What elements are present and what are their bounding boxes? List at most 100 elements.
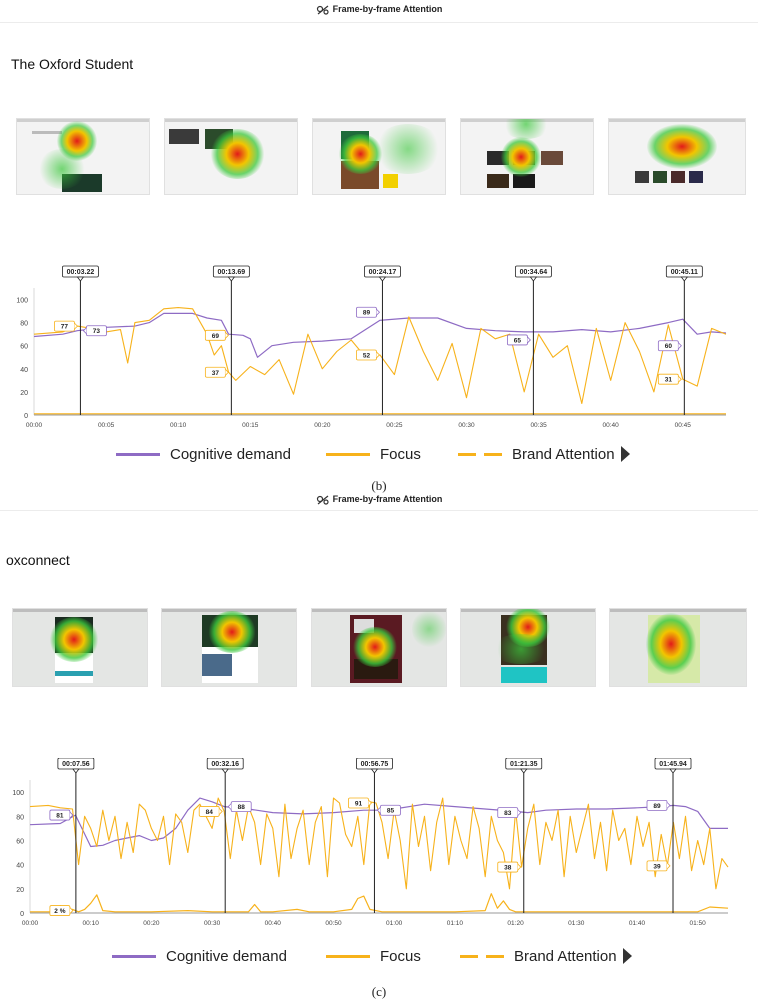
legend-label: Brand Attention	[514, 947, 617, 965]
value-callout-box	[54, 320, 75, 332]
value-callout-label: 89	[653, 803, 661, 810]
attention-icon	[316, 5, 330, 15]
value-callout-pointer	[376, 806, 381, 814]
thumbnail-frame-4[interactable]	[460, 118, 594, 195]
value-callout-label: 60	[665, 343, 673, 350]
cognitive-swatch	[112, 954, 156, 958]
frame-marker-label: 00:07.56	[62, 761, 90, 768]
thumbnail-frame-3[interactable]	[311, 608, 447, 687]
thumbnail-frame-5[interactable]	[608, 118, 746, 195]
value-callout-label: 37	[212, 370, 220, 377]
frame-marker-pointer	[221, 768, 229, 774]
value-callout-pointer	[376, 308, 381, 316]
value-callout-pointer	[225, 332, 229, 339]
thumbnail-frame-2[interactable]	[161, 608, 297, 687]
value-callout-pointer	[82, 327, 87, 335]
value-callout-label: 85	[387, 808, 395, 815]
thumbnail-frame-5[interactable]	[609, 608, 747, 687]
legend-cognitive-demand[interactable]: Cognitive demand	[116, 443, 291, 465]
thumbnail-frame-3[interactable]	[312, 118, 446, 195]
x-tick-label: 01:20	[507, 920, 524, 927]
site-name: The Oxford Student	[11, 56, 134, 72]
value-callout-pointer	[69, 907, 74, 914]
value-callout-label: 89	[363, 310, 371, 317]
legend-label: Focus	[380, 947, 421, 965]
x-tick-label: 00:15	[242, 422, 259, 429]
x-tick-label: 00:10	[83, 920, 100, 927]
thumbnail-frame-1[interactable]	[16, 118, 150, 195]
brand-swatch	[460, 954, 504, 958]
legend-focus[interactable]: Focus	[326, 945, 421, 967]
panel-c: Frame-by-frame Attention oxconnect	[0, 490, 758, 1003]
y-tick-label: 40	[20, 367, 28, 374]
attention-icon	[316, 495, 330, 505]
frame-marker-pointer	[72, 768, 80, 774]
thumbnail-frame-2[interactable]	[164, 118, 298, 195]
value-callout-label: 52	[363, 352, 371, 359]
frame-marker-pointer	[76, 276, 85, 282]
x-tick-label: 00:00	[26, 422, 43, 429]
frame-marker-label: 00:56.75	[361, 761, 389, 768]
value-callout-label: 91	[355, 800, 363, 807]
x-tick-label: 00:20	[143, 920, 160, 927]
value-callout-label: 2 %	[54, 908, 65, 915]
x-tick-label: 00:30	[458, 422, 475, 429]
value-callout-pointer	[368, 799, 373, 807]
x-tick-label: 01:40	[629, 920, 646, 927]
y-tick-label: 0	[24, 413, 28, 420]
value-callout-pointer	[218, 808, 223, 815]
panel-header: Frame-by-frame Attention	[0, 494, 758, 505]
y-tick-label: 80	[20, 321, 28, 328]
y-tick-label: 60	[16, 838, 24, 845]
legend-cognitive-demand[interactable]: Cognitive demand	[112, 945, 287, 967]
legend-focus[interactable]: Focus	[326, 443, 421, 465]
play-icon	[620, 446, 630, 462]
frame-marker-pointer	[378, 276, 387, 282]
x-tick-label: 01:10	[447, 920, 464, 927]
legend-label: Focus	[380, 445, 421, 463]
x-tick-label: 00:30	[204, 920, 221, 927]
frame-marker-pointer	[519, 768, 528, 774]
cognitive-swatch	[116, 452, 160, 456]
series-line-cognitive-demand	[33, 312, 727, 358]
frame-marker-label: 00:45.11	[671, 269, 698, 276]
value-callout-pointer	[376, 351, 381, 359]
x-tick-label: 00:10	[170, 422, 187, 429]
value-callout-pointer	[225, 368, 229, 376]
value-callout-label: 31	[665, 377, 673, 384]
y-tick-label: 40	[16, 863, 24, 870]
x-tick-label: 00:40	[603, 422, 620, 429]
y-tick-label: 0	[20, 911, 24, 918]
chart-legend: Cognitive demand Focus Brand Attention	[0, 945, 758, 967]
play-icon	[622, 948, 632, 964]
x-tick-label: 00:00	[22, 920, 39, 927]
caption: (b)	[371, 478, 387, 493]
x-tick-label: 00:50	[325, 920, 342, 927]
legend-brand-attention[interactable]: Brand Attention	[460, 945, 632, 967]
y-tick-label: 100	[16, 298, 28, 305]
value-callout-pointer	[74, 322, 78, 330]
thumbnail-frame-1[interactable]	[12, 608, 148, 687]
value-callout-pointer	[666, 862, 671, 870]
x-tick-label: 00:20	[314, 422, 331, 429]
x-tick-label: 00:35	[530, 422, 547, 429]
series-line-focus	[29, 797, 729, 890]
frame-marker-pointer	[669, 768, 677, 774]
series-line-focus	[33, 307, 727, 405]
frame-marker-label: 00:13.69	[218, 269, 246, 276]
attention-chart: 0 20 40 60 80 100 00:00 00:05 00:10 00:15 00:20 00:…	[16, 265, 727, 429]
frame-marker-label: 01:45.94	[659, 761, 687, 768]
attention-chart: 0 20 40 60 80 100 00:00 00:10 00:20 00:30 00:40 00:…	[12, 758, 729, 927]
legend-brand-attention[interactable]: Brand Attention	[458, 443, 630, 465]
value-callout-label: 73	[93, 328, 101, 335]
value-callout-label: 77	[61, 324, 69, 331]
panel-header: Frame-by-frame Attention	[0, 4, 758, 15]
thumbnail-frame-4[interactable]	[460, 608, 596, 687]
chart-legend: Cognitive demand Focus Brand Attention	[0, 443, 758, 465]
panel-header-title: Frame-by-frame Attention	[332, 494, 443, 504]
legend-label: Brand Attention	[512, 445, 615, 463]
x-tick-label: 01:00	[386, 920, 403, 927]
value-callout-label: 88	[238, 804, 246, 811]
frame-marker-pointer	[370, 768, 379, 774]
y-tick-label: 20	[20, 390, 28, 397]
